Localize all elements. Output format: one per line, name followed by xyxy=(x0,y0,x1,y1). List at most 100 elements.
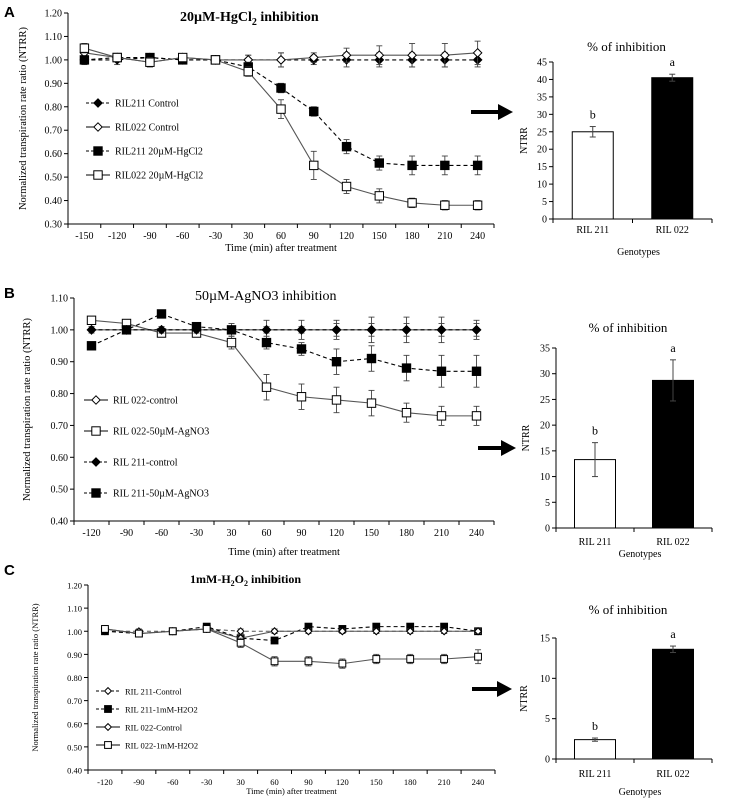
x-tick-label: -120 xyxy=(97,777,113,787)
data-point-square xyxy=(407,198,417,208)
data-point-square xyxy=(177,52,188,63)
legend-label: RIL 022-Control xyxy=(125,723,183,733)
y-tick-label: 1.00 xyxy=(45,55,63,66)
data-point-square xyxy=(341,181,352,192)
data-point-square xyxy=(226,325,237,335)
data-point-diamond xyxy=(439,50,450,61)
data-point-diamond xyxy=(261,324,272,335)
data-point-square xyxy=(474,652,482,661)
legend-label: RIL 211-1mM-H2O2 xyxy=(125,705,198,715)
y-tick-label: 0.90 xyxy=(67,650,82,660)
y-tick-label: 1.00 xyxy=(51,325,69,336)
data-point-diamond xyxy=(472,47,483,58)
data-point-square xyxy=(210,55,221,65)
y-tick-label: 20 xyxy=(540,421,550,432)
data-point-square xyxy=(276,83,286,93)
data-point-square xyxy=(104,705,112,713)
x-tick-label: 90 xyxy=(309,231,319,242)
x-tick-label: 240 xyxy=(469,528,484,539)
x-tick-label: RIL 211 xyxy=(576,225,609,236)
data-point-square xyxy=(121,325,132,335)
data-point-diamond xyxy=(440,627,449,636)
legend-label: RIL211 Control xyxy=(115,99,179,110)
y-tick-label: 0.80 xyxy=(51,389,69,400)
y-tick-label: 0 xyxy=(545,524,550,535)
data-point-square xyxy=(104,741,112,749)
data-point-square xyxy=(338,659,347,668)
data-point-square xyxy=(436,366,447,376)
data-point-square xyxy=(406,655,415,663)
significance-letter: a xyxy=(670,55,676,69)
legend-label: RIL 022-control xyxy=(113,396,178,407)
data-point-square xyxy=(407,160,417,171)
y-tick-label: 0.80 xyxy=(67,673,82,683)
x-tick-label: 150 xyxy=(370,777,383,787)
y-tick-label: 0.40 xyxy=(51,517,69,528)
significance-letter: b xyxy=(592,719,598,733)
data-point-diamond xyxy=(270,627,279,636)
y-axis-label: Normalized transpiration rate ratio (NTR… xyxy=(30,603,40,751)
data-point-square xyxy=(236,638,245,647)
data-point-square xyxy=(91,426,101,436)
panel-letter: A xyxy=(4,4,15,21)
y-tick-label: 0.70 xyxy=(45,126,63,137)
series-1 xyxy=(79,40,483,68)
x-tick-label: -60 xyxy=(167,777,178,787)
data-point-square xyxy=(472,200,483,210)
data-point-square xyxy=(440,655,449,663)
data-point-diamond xyxy=(103,722,113,732)
data-point-diamond xyxy=(156,324,167,335)
legend: RIL 211-Control RIL 211-1mM-H2O2 RIL 022-C… xyxy=(96,687,198,751)
x-tick-label: 90 xyxy=(304,777,313,787)
x-axis-label: Time (min) after treatment xyxy=(225,243,337,254)
data-point-diamond xyxy=(341,50,352,61)
bar-chart-c: % of inhibition 0 5 10 15 b RIL 211 a RIL 022 Gen… xyxy=(519,602,713,798)
data-point-square xyxy=(202,625,211,633)
legend: RIL211 Control RIL022 Control RIL211 20µM-… xyxy=(86,98,203,182)
x-tick-label: 180 xyxy=(399,528,414,539)
legend-label: RIL 211-Control xyxy=(125,687,182,697)
y-tick-label: 35 xyxy=(537,92,547,103)
y-tick-label: 0.90 xyxy=(45,79,63,90)
bar-chart-b: % of inhibition 0 5 10 15 20 25 30 35 b RIL 211 a RI… xyxy=(521,320,713,560)
x-tick-label: 180 xyxy=(405,231,420,242)
y-tick-label: 0.60 xyxy=(51,453,69,464)
panel-letter: C xyxy=(4,562,15,579)
series-3 xyxy=(86,309,482,388)
y-axis-label: Normalized transpiration rate ratio (NTR… xyxy=(18,26,29,210)
data-point-square xyxy=(86,341,97,351)
x-tick-label: 120 xyxy=(336,777,349,787)
x-tick-label: RIL 022 xyxy=(656,225,689,236)
data-point-square xyxy=(309,106,319,117)
x-tick-label: 150 xyxy=(364,528,379,539)
data-point-square xyxy=(79,43,90,53)
data-point-square xyxy=(79,55,90,65)
data-point-square xyxy=(156,309,167,319)
data-point-square xyxy=(93,146,103,156)
y-tick-label: 0.70 xyxy=(67,696,82,706)
x-tick-label: 60 xyxy=(262,528,272,539)
y-tick-label: 1.20 xyxy=(67,581,82,591)
data-point-square xyxy=(191,321,202,332)
data-point-diamond xyxy=(471,324,482,335)
significance-letter: b xyxy=(590,108,596,122)
y-tick-label: 30 xyxy=(537,110,547,121)
x-tick-label: 210 xyxy=(434,528,449,539)
data-point-square xyxy=(86,315,97,326)
series-line xyxy=(91,319,477,417)
arrow-icon xyxy=(472,681,512,697)
legend-label: RIL022 20µM-HgCl2 xyxy=(115,171,203,182)
y-tick-label: 0 xyxy=(545,755,550,766)
x-tick-label: RIL 211 xyxy=(579,537,612,548)
y-tick-label: 5 xyxy=(542,197,547,208)
x-tick-label: RIL 022 xyxy=(656,537,689,548)
bar-chart-title: % of inhibition xyxy=(589,320,668,335)
y-tick-label: 15 xyxy=(537,162,547,173)
data-point-diamond xyxy=(401,324,412,335)
x-tick-label: 60 xyxy=(270,777,279,787)
y-tick-label: 5 xyxy=(545,498,550,509)
y-tick-label: 1.10 xyxy=(45,32,63,43)
y-tick-label: 1.20 xyxy=(45,9,63,20)
line-chart-a: 0.30 0.40 0.50 0.60 0.70 0.80 0.90 1.00 1.10 1.20… xyxy=(18,9,495,254)
y-tick-label: 0.80 xyxy=(45,102,63,113)
